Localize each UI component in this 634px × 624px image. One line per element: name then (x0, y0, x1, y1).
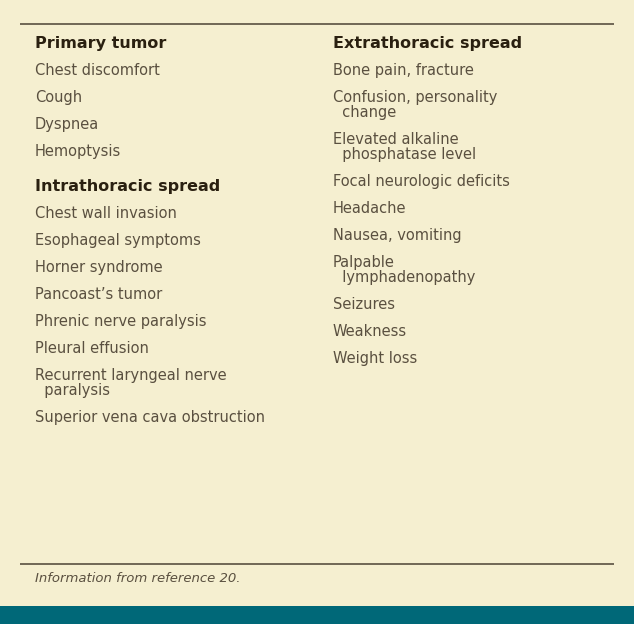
Text: Headache: Headache (333, 201, 406, 216)
Text: Elevated alkaline: Elevated alkaline (333, 132, 458, 147)
Text: Primary tumor: Primary tumor (35, 36, 166, 51)
Text: Chest discomfort: Chest discomfort (35, 63, 160, 78)
Text: Dyspnea: Dyspnea (35, 117, 99, 132)
Text: Focal neurologic deficits: Focal neurologic deficits (333, 174, 510, 189)
Text: Hemoptysis: Hemoptysis (35, 144, 121, 159)
Text: Pancoast’s tumor: Pancoast’s tumor (35, 287, 162, 302)
Text: Superior vena cava obstruction: Superior vena cava obstruction (35, 410, 265, 425)
Text: Cough: Cough (35, 90, 82, 105)
Text: Pleural effusion: Pleural effusion (35, 341, 149, 356)
Text: Nausea, vomiting: Nausea, vomiting (333, 228, 462, 243)
Text: Weakness: Weakness (333, 324, 407, 339)
Text: Chest wall invasion: Chest wall invasion (35, 206, 177, 221)
Text: Extrathoracic spread: Extrathoracic spread (333, 36, 522, 51)
Text: paralysis: paralysis (35, 383, 110, 398)
Text: Horner syndrome: Horner syndrome (35, 260, 162, 275)
Text: phosphatase level: phosphatase level (333, 147, 476, 162)
Text: Phrenic nerve paralysis: Phrenic nerve paralysis (35, 314, 207, 329)
Text: change: change (333, 105, 396, 120)
Text: Esophageal symptoms: Esophageal symptoms (35, 233, 201, 248)
Text: lymphadenopathy: lymphadenopathy (333, 270, 476, 285)
Bar (0, 606, 634, 624)
Text: Information from reference 20.: Information from reference 20. (35, 572, 240, 585)
Text: Recurrent laryngeal nerve: Recurrent laryngeal nerve (35, 368, 226, 383)
Text: Seizures: Seizures (333, 297, 395, 312)
Text: Confusion, personality: Confusion, personality (333, 90, 497, 105)
Text: Palpable: Palpable (333, 255, 395, 270)
Text: Intrathoracic spread: Intrathoracic spread (35, 179, 220, 194)
Text: Bone pain, fracture: Bone pain, fracture (333, 63, 474, 78)
Text: Weight loss: Weight loss (333, 351, 417, 366)
